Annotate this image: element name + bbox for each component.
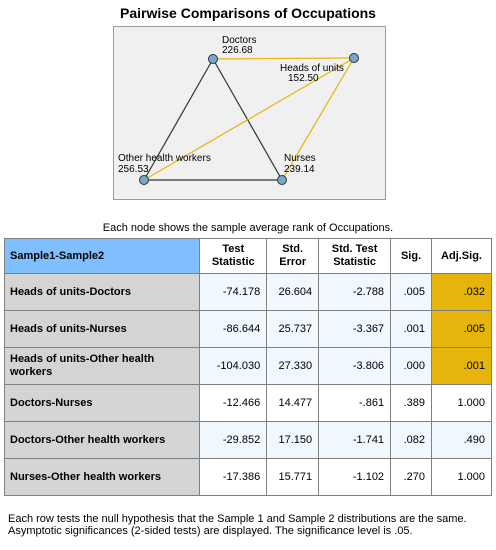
cell-adj-sig-highlighted: .032 <box>431 273 492 311</box>
edge-heads-nurses <box>281 57 355 181</box>
node-nurses <box>277 175 287 185</box>
cell-test-statistic: -17.386 <box>199 458 268 496</box>
cell-sig: .270 <box>390 458 433 496</box>
cell-sig: .005 <box>390 273 433 311</box>
table-row: Heads of units-Doctors -74.178 26.604 -2… <box>3 273 492 311</box>
row-label: Heads of units-Other health workers <box>3 347 201 385</box>
cell-std-test-statistic: -.861 <box>318 384 392 422</box>
graph-caption: Each node shows the sample average rank … <box>102 222 394 234</box>
cell-sig: .000 <box>390 347 433 385</box>
edge-doctors-other-health-workers <box>143 58 214 181</box>
cell-test-statistic: -104.030 <box>199 347 268 385</box>
cell-std-error: 14.477 <box>266 384 320 422</box>
cell-std-test-statistic: -1.102 <box>318 458 392 496</box>
cell-adj-sig-highlighted: .001 <box>431 347 492 385</box>
table-row: Heads of units-Other health workers -104… <box>3 347 492 385</box>
cell-std-error: 25.737 <box>266 310 320 348</box>
cell-std-test-statistic: -1.741 <box>318 421 392 459</box>
header-adj-sig: Adj.Sig. <box>431 238 492 274</box>
cell-std-error: 17.150 <box>266 421 320 459</box>
node-value-nurses: 239.14 <box>284 164 315 175</box>
cell-test-statistic: -86.644 <box>199 310 268 348</box>
row-label: Doctors-Nurses <box>3 384 201 422</box>
cell-std-test-statistic: -3.367 <box>318 310 392 348</box>
edge-heads-doctors <box>212 57 355 60</box>
cell-test-statistic: -74.178 <box>199 273 268 311</box>
row-label: Nurses-Other health workers <box>3 458 201 496</box>
header-pair: Sample1-Sample2 <box>3 238 201 274</box>
cell-sig: .082 <box>390 421 433 459</box>
header-std-error: Std. Error <box>266 238 320 274</box>
node-label-other-health-workers: Other health workers <box>118 153 211 164</box>
cell-test-statistic: -12.466 <box>199 384 268 422</box>
footnote-null-hypothesis: Each row tests the null hypothesis that … <box>8 513 467 525</box>
node-other-health-workers <box>139 175 149 185</box>
header-sig: Sig. <box>390 238 433 274</box>
network-graph: Doctors 226.68 Heads of units 152.50 Oth… <box>118 35 359 185</box>
cell-test-statistic: -29.852 <box>199 421 268 459</box>
pairwise-comparisons-table: Sample1-Sample2 Test Statistic Std. Erro… <box>3 238 492 496</box>
chart-title: Pairwise Comparisons of Occupations <box>120 5 376 21</box>
header-test-statistic: Test Statistic <box>199 238 268 274</box>
header-std-test-statistic: Std. Test Statistic <box>318 238 392 274</box>
network-graph-panel: Doctors 226.68 Heads of units 152.50 Oth… <box>113 26 386 200</box>
node-doctors <box>208 54 218 64</box>
edge-heads-other-health-workers <box>143 57 355 181</box>
cell-adj-sig: .490 <box>431 421 492 459</box>
table-row: Doctors-Other health workers -29.852 17.… <box>3 421 492 459</box>
table-row: Heads of units-Nurses -86.644 25.737 -3.… <box>3 310 492 348</box>
table-header-row: Sample1-Sample2 Test Statistic Std. Erro… <box>3 238 492 274</box>
node-value-other-health-workers: 256.53 <box>118 164 149 175</box>
row-label: Heads of units-Doctors <box>3 273 201 311</box>
table-row: Nurses-Other health workers -17.386 15.7… <box>3 458 492 496</box>
node-label-doctors: Doctors <box>222 35 256 46</box>
cell-std-error: 27.330 <box>266 347 320 385</box>
cell-sig: .001 <box>390 310 433 348</box>
node-value-doctors: 226.68 <box>222 45 253 56</box>
cell-std-test-statistic: -3.806 <box>318 347 392 385</box>
table-row: Doctors-Nurses -12.466 14.477 -.861 .389… <box>3 384 492 422</box>
node-label-nurses: Nurses <box>284 153 316 164</box>
cell-adj-sig: 1.000 <box>431 458 492 496</box>
cell-std-error: 15.771 <box>266 458 320 496</box>
cell-sig: .389 <box>390 384 433 422</box>
footnotes: Each row tests the null hypothesis that … <box>8 513 492 537</box>
cell-adj-sig: 1.000 <box>431 384 492 422</box>
footnote-significance: Asymptotic significances (2-sided tests)… <box>8 525 413 537</box>
cell-std-test-statistic: -2.788 <box>318 273 392 311</box>
cell-adj-sig-highlighted: .005 <box>431 310 492 348</box>
row-label: Heads of units-Nurses <box>3 310 201 348</box>
row-label: Doctors-Other health workers <box>3 421 201 459</box>
node-heads-of-units <box>349 53 359 63</box>
node-label-heads-of-units: Heads of units <box>280 63 344 74</box>
cell-std-error: 26.604 <box>266 273 320 311</box>
node-value-heads-of-units: 152.50 <box>288 73 319 84</box>
